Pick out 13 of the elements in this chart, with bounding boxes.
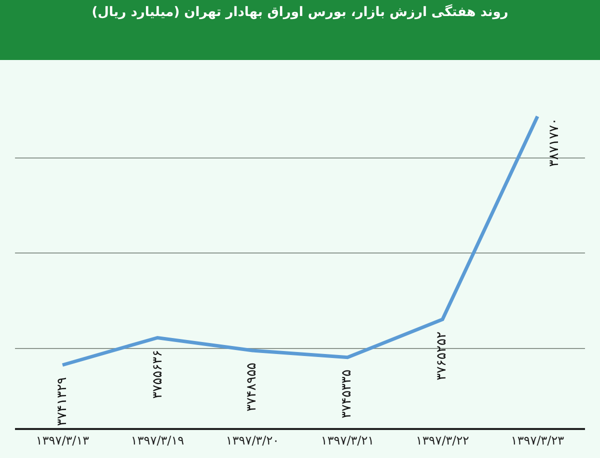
x-tick-label: ۱۳۹۷/۳/۲۳ [510, 433, 565, 448]
x-tick-label: ۱۳۹۷/۳/۱۳ [36, 433, 90, 448]
data-label: ۳۷۵۵۶۳۶ [150, 350, 166, 399]
x-tick-label: ۱۳۹۷/۳/۲۱ [320, 433, 374, 448]
x-tick-label: ۱۳۹۷/۳/۲۲ [416, 433, 470, 448]
data-label: ۳۷۴۱۳۲۹ [55, 377, 70, 426]
data-label: ۳۷۴۵۳۳۵ [340, 369, 355, 418]
data-label: ۳۷۶۵۲۵۲ [434, 332, 450, 380]
x-tick-label: ۱۳۹۷/۳/۲۰ [226, 433, 280, 448]
x-tick-label: ۱۳۹۷/۳/۱۹ [130, 433, 184, 448]
data-label: ۳۸۷۱۷۷۰ [547, 118, 562, 167]
chart-title: روند هفتگی ارزش بازار، بورس اوراق بهادار تهران (میلیارد ریال) [0, 0, 600, 60]
data-label: ۳۷۴۸۹۵۵ [244, 362, 260, 412]
